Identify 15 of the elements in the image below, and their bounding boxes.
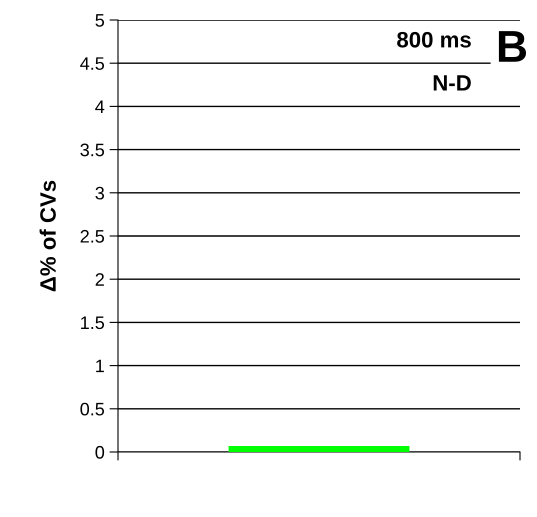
y-tick-label: 2 <box>96 273 104 286</box>
y-tick-label: 1 <box>96 360 104 372</box>
y-tick-label: 3 <box>95 186 104 200</box>
y-tick-label: 1.5 <box>81 316 104 330</box>
y-tick-label: 4.5 <box>80 57 104 70</box>
y-tick-label: 2.5 <box>80 230 104 243</box>
y-tick-label: 5 <box>95 14 104 27</box>
y-tick-label: 4 <box>95 100 104 113</box>
annotation: B <box>498 31 526 62</box>
y-tick-label: 3.5 <box>80 144 104 156</box>
annotation: 800 ms <box>397 32 471 48</box>
y-axis-title: Δ% of CVs <box>40 180 56 292</box>
annotation: N-D <box>434 75 471 91</box>
y-tick-label: 0.5 <box>80 402 104 416</box>
y-tick-label: 0 <box>95 446 104 459</box>
